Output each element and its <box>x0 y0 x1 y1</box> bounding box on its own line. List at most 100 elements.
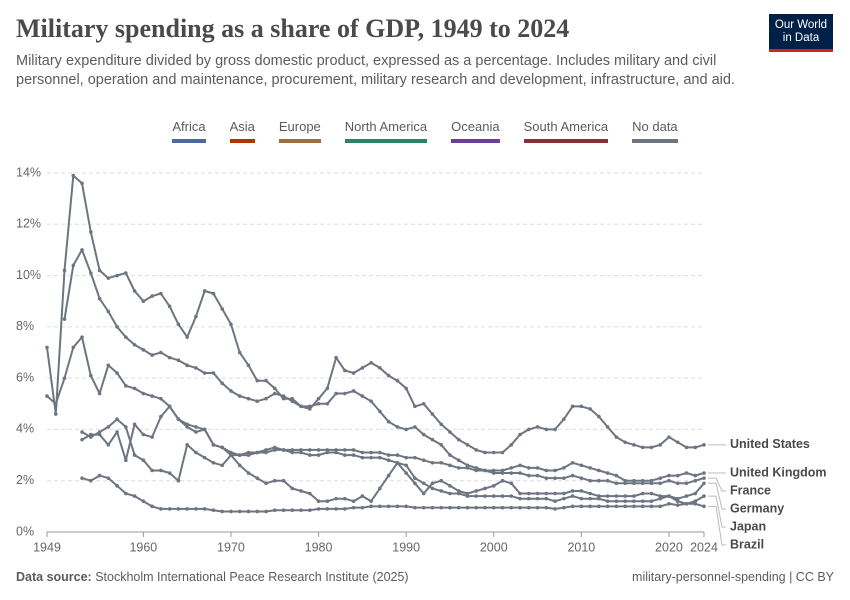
data-point <box>605 425 610 429</box>
data-point <box>97 296 102 301</box>
data-point <box>255 476 260 480</box>
data-point <box>518 491 522 496</box>
data-point <box>702 494 706 498</box>
legend-label: Oceania <box>451 119 500 134</box>
data-point <box>176 417 181 421</box>
data-point <box>465 505 470 510</box>
legend-swatch <box>229 139 255 143</box>
x-tick-label: 1970 <box>217 540 245 554</box>
data-point <box>413 481 417 486</box>
data-point <box>421 491 426 496</box>
legend-item[interactable]: Africa <box>172 119 206 143</box>
data-point <box>588 496 592 501</box>
data-point <box>553 507 557 511</box>
data-point <box>360 366 365 370</box>
data-point <box>413 425 417 429</box>
legend-item[interactable]: North America <box>344 119 428 143</box>
data-point <box>308 508 312 513</box>
data-point <box>430 486 435 491</box>
data-point <box>658 481 662 486</box>
label-connector <box>708 477 726 492</box>
data-point <box>264 481 268 486</box>
data-point <box>124 458 128 463</box>
legend-item[interactable]: No data <box>632 119 678 143</box>
data-point <box>667 501 671 506</box>
data-point <box>185 363 189 368</box>
data-point <box>194 450 198 455</box>
data-point <box>448 463 452 468</box>
data-point <box>702 471 706 475</box>
series-line <box>46 174 705 454</box>
data-point <box>386 453 391 457</box>
data-point <box>167 471 172 475</box>
data-point <box>693 445 698 450</box>
data-point <box>605 504 610 509</box>
data-point <box>404 455 408 460</box>
data-point <box>597 494 601 498</box>
data-point <box>299 508 303 513</box>
data-point <box>658 494 662 498</box>
data-point <box>115 417 119 421</box>
y-tick-label: 12% <box>16 217 41 231</box>
data-point <box>649 504 654 509</box>
data-point <box>614 473 619 478</box>
data-point <box>553 476 557 480</box>
data-point <box>597 468 601 473</box>
data-point <box>194 507 198 511</box>
data-point <box>97 268 102 273</box>
data-point <box>124 491 128 496</box>
data-point <box>80 335 84 339</box>
legend-item[interactable]: South America <box>523 119 609 143</box>
data-point <box>509 505 514 510</box>
data-point <box>132 422 137 427</box>
data-point <box>369 455 373 460</box>
data-point <box>658 496 662 501</box>
data-point <box>535 466 540 470</box>
data-point <box>649 478 654 483</box>
data-point <box>684 501 689 506</box>
legend-item[interactable]: Asia <box>229 119 255 143</box>
data-point <box>290 448 295 452</box>
data-point <box>684 471 689 475</box>
legend-label: Africa <box>172 119 206 134</box>
data-point <box>132 453 137 457</box>
data-point <box>194 425 198 429</box>
data-point <box>448 484 452 488</box>
data-point <box>404 427 408 432</box>
y-tick-label: 10% <box>16 268 41 282</box>
data-point <box>246 471 251 475</box>
data-point <box>448 453 452 457</box>
data-point <box>325 401 330 406</box>
data-point <box>491 468 496 473</box>
data-point <box>404 471 408 475</box>
data-point <box>53 412 58 416</box>
data-point <box>45 345 49 350</box>
data-point <box>579 463 584 468</box>
legend-item[interactable]: Europe <box>278 119 321 143</box>
data-point <box>150 435 154 439</box>
data-point <box>421 481 426 486</box>
legend-label: South America <box>523 119 609 134</box>
data-point <box>535 425 540 429</box>
data-point <box>378 455 382 460</box>
legend-item[interactable]: Oceania <box>451 119 500 143</box>
data-point <box>474 489 479 493</box>
data-point <box>202 455 207 460</box>
data-point <box>623 504 627 509</box>
data-point <box>272 478 277 483</box>
data-point <box>527 491 531 496</box>
data-point <box>62 317 67 321</box>
data-point <box>334 355 338 360</box>
data-point <box>614 504 619 509</box>
data-point <box>518 496 522 501</box>
data-point <box>386 373 391 378</box>
logo[interactable]: Our World in Data <box>769 14 833 52</box>
data-point <box>360 455 365 460</box>
x-tick-label: 1990 <box>392 540 420 554</box>
data-point <box>272 386 277 391</box>
data-point <box>544 427 549 432</box>
data-point <box>343 368 347 373</box>
data-point <box>334 391 338 396</box>
data-point <box>176 358 181 362</box>
data-point <box>246 363 251 368</box>
